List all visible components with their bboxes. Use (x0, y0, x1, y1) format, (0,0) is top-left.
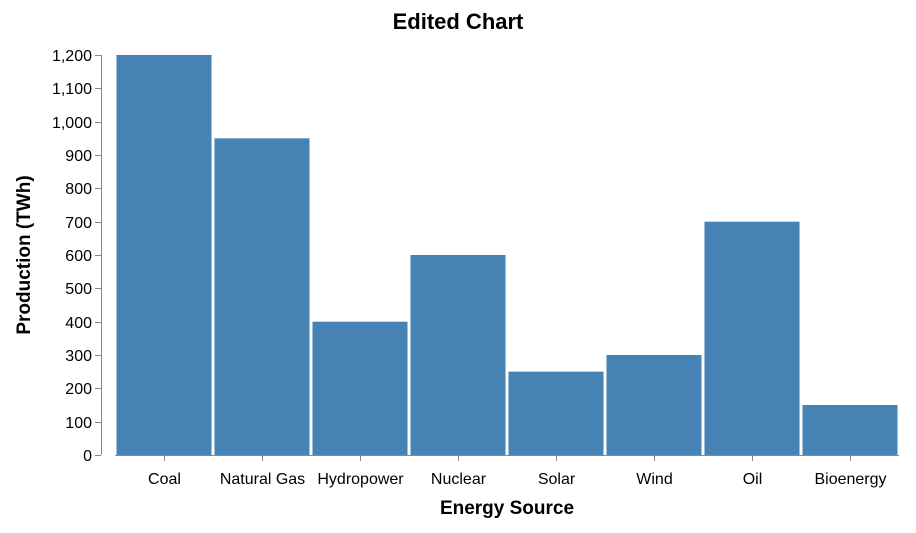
y-tick-label: 1,000 (52, 115, 92, 132)
x-tick-label: Solar (538, 471, 576, 488)
y-tick-label: 1,100 (52, 81, 92, 98)
y-tick-label: 0 (83, 448, 92, 465)
y-tick-label: 600 (65, 248, 92, 265)
x-tick-label: Coal (148, 471, 181, 488)
y-tick-label: 300 (65, 348, 92, 365)
x-tick-label: Hydropower (317, 471, 404, 488)
y-tick-label: 400 (65, 315, 92, 332)
bar-coal (116, 55, 212, 455)
bar-oil (704, 221, 800, 455)
bars-group (116, 55, 898, 456)
x-tick-label: Bioenergy (814, 471, 886, 488)
bar-solar (508, 371, 604, 455)
bar-bioenergy (802, 405, 898, 455)
y-tick-label: 900 (65, 148, 92, 165)
x-axis: Coal Natural Gas Hydropower Nuclear Solar Win… (115, 455, 899, 488)
y-tick-label: 700 (65, 215, 92, 232)
y-tick-label: 1,200 (52, 48, 92, 65)
bar-nuclear (410, 255, 506, 455)
chart-title: Edited Chart (393, 9, 524, 34)
x-tick-label: Natural Gas (220, 471, 305, 488)
x-tick-label: Nuclear (431, 471, 487, 488)
y-axis-title: Production (TWh) (14, 175, 35, 334)
y-axis: 0 100 200 300 400 500 600 700 800 900 1,000 1,100 1,… (52, 48, 102, 465)
x-tick-label: Wind (636, 471, 672, 488)
y-tick-label: 500 (65, 281, 92, 298)
x-tick-label: Oil (743, 471, 763, 488)
bar-wind (606, 355, 702, 455)
x-axis-title: Energy Source (440, 498, 574, 519)
y-tick-label: 800 (65, 181, 92, 198)
bar-hydropower (312, 321, 408, 455)
y-tick-label: 100 (65, 415, 92, 432)
y-tick-label: 200 (65, 381, 92, 398)
bar-natural-gas (214, 138, 310, 456)
